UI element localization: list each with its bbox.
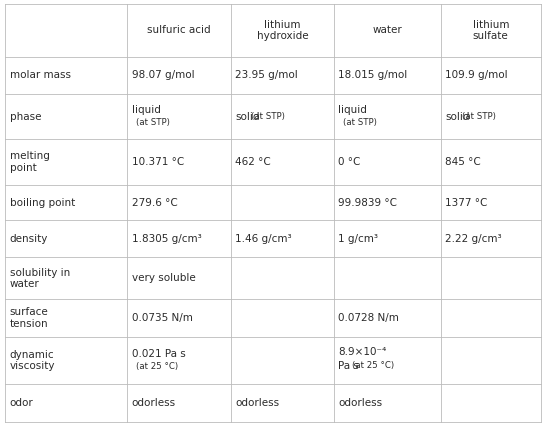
Text: odorless: odorless <box>339 398 383 408</box>
Text: boiling point: boiling point <box>10 198 75 207</box>
Text: (at 25 °C): (at 25 °C) <box>352 361 394 370</box>
Text: (at STP): (at STP) <box>252 112 286 121</box>
Text: surface
tension: surface tension <box>10 307 49 329</box>
Text: (at STP): (at STP) <box>136 118 170 127</box>
Text: 1.46 g/cm³: 1.46 g/cm³ <box>235 234 292 244</box>
Text: very soluble: very soluble <box>132 273 195 283</box>
Text: solubility in
water: solubility in water <box>10 268 70 289</box>
Text: solid: solid <box>235 112 259 122</box>
Text: liquid: liquid <box>132 105 161 115</box>
Text: sulfuric acid: sulfuric acid <box>147 26 211 35</box>
Text: (at 25 °C): (at 25 °C) <box>136 362 179 371</box>
Text: 1.8305 g/cm³: 1.8305 g/cm³ <box>132 234 201 244</box>
Text: (at STP): (at STP) <box>343 118 377 127</box>
Text: 2.22 g/cm³: 2.22 g/cm³ <box>446 234 502 244</box>
Text: lithium
hydroxide: lithium hydroxide <box>257 20 308 41</box>
Text: 0.0728 N/m: 0.0728 N/m <box>339 313 399 323</box>
Text: water: water <box>372 26 402 35</box>
Text: solid: solid <box>446 112 470 122</box>
Text: 1377 °C: 1377 °C <box>446 198 488 207</box>
Text: liquid: liquid <box>339 105 367 115</box>
Text: odorless: odorless <box>235 398 279 408</box>
Text: 98.07 g/mol: 98.07 g/mol <box>132 70 194 80</box>
Text: Pa s: Pa s <box>339 361 359 371</box>
Text: 18.015 g/mol: 18.015 g/mol <box>339 70 408 80</box>
Text: (at STP): (at STP) <box>462 112 496 121</box>
Text: 10.371 °C: 10.371 °C <box>132 157 184 167</box>
Text: melting
point: melting point <box>10 151 50 173</box>
Text: odor: odor <box>10 398 33 408</box>
Text: density: density <box>10 234 48 244</box>
Text: 845 °C: 845 °C <box>446 157 481 167</box>
Text: 99.9839 °C: 99.9839 °C <box>339 198 397 207</box>
Text: 23.95 g/mol: 23.95 g/mol <box>235 70 298 80</box>
Text: 109.9 g/mol: 109.9 g/mol <box>446 70 508 80</box>
Text: 279.6 °C: 279.6 °C <box>132 198 177 207</box>
Text: 0.021 Pa s: 0.021 Pa s <box>132 349 186 359</box>
Text: 0 °C: 0 °C <box>339 157 361 167</box>
Text: 8.9×10⁻⁴: 8.9×10⁻⁴ <box>339 347 387 357</box>
Text: 462 °C: 462 °C <box>235 157 271 167</box>
Text: phase: phase <box>10 112 41 122</box>
Text: odorless: odorless <box>132 398 176 408</box>
Text: molar mass: molar mass <box>10 70 71 80</box>
Text: dynamic
viscosity: dynamic viscosity <box>10 350 55 371</box>
Text: 1 g/cm³: 1 g/cm³ <box>339 234 378 244</box>
Text: 0.0735 N/m: 0.0735 N/m <box>132 313 193 323</box>
Text: lithium
sulfate: lithium sulfate <box>472 20 509 41</box>
